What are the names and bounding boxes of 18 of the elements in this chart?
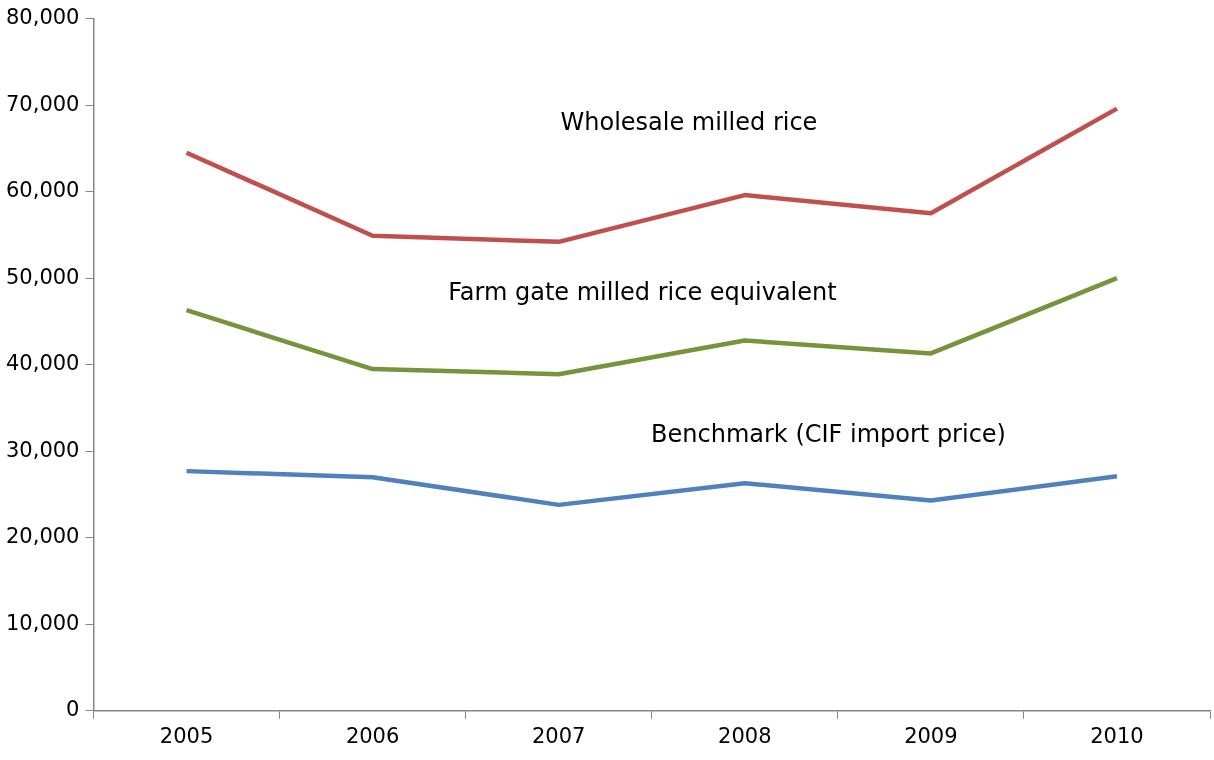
y-tick-label: 70,000 <box>6 91 80 116</box>
y-tick-label: 20,000 <box>6 524 80 549</box>
y-tick-label: 10,000 <box>6 610 80 635</box>
y-tick-label: 80,000 <box>6 5 80 30</box>
x-tick-label: 2010 <box>1090 723 1144 748</box>
series-label: Farm gate milled rice equivalent <box>448 278 837 307</box>
y-tick-label: 0 <box>66 697 80 722</box>
x-tick-label: 2006 <box>345 723 400 748</box>
y-tick-label: 30,000 <box>6 437 80 462</box>
x-tick-label: 2008 <box>718 723 772 748</box>
x-tick-label: 2009 <box>904 723 958 748</box>
y-tick-label: 50,000 <box>6 264 80 289</box>
text: Wholesale milled rice <box>560 108 818 137</box>
x-tick-label: 2007 <box>531 723 586 748</box>
y-tick-label: 60,000 <box>6 178 80 203</box>
y-tick-label: 40,000 <box>6 351 80 376</box>
series-label: Benchmark (CIF import price) <box>651 420 1006 449</box>
x-tick-label: 2005 <box>159 723 214 748</box>
